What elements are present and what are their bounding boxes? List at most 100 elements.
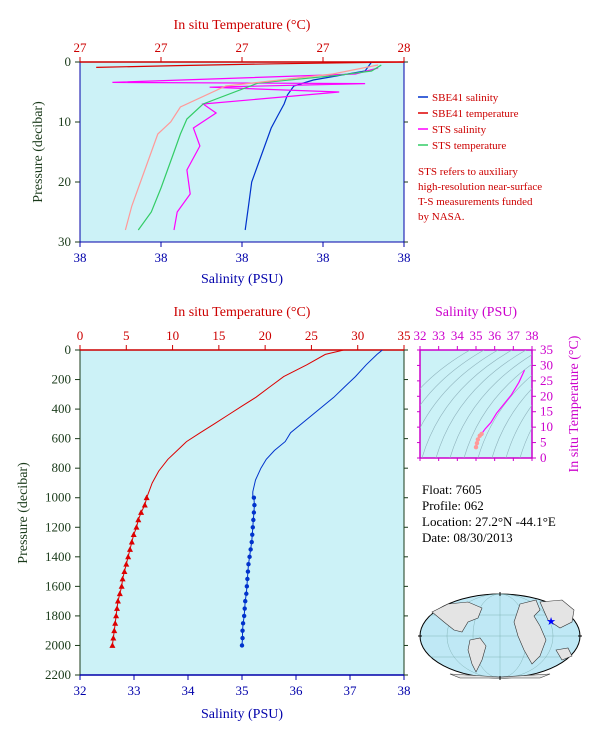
main-bottom-axis-label: Salinity (PSU) (201, 707, 283, 722)
density-contour (477, 374, 532, 458)
upper-y-tick-label: 10 (58, 114, 71, 129)
profile-number: Profile: 062 (422, 498, 484, 513)
main-y-axis-label: Pressure (decibar) (16, 462, 31, 564)
upper-y-tick-label: 0 (65, 54, 72, 69)
salinity-point (251, 510, 257, 515)
ts-top-tick-label: 34 (451, 328, 465, 343)
upper-series-0 (244, 61, 373, 231)
north-america-shape (431, 601, 483, 633)
ts-point (477, 433, 482, 438)
legend-label-sbe41-temperature: SBE41 temperature (432, 108, 519, 120)
upper-bottom-axis-label: Salinity (PSU) (201, 272, 283, 287)
main-y-tick-label: 0 (65, 342, 72, 357)
main-y-tick-label: 800 (52, 460, 72, 475)
salinity-point (250, 525, 255, 530)
density-contour (519, 427, 532, 458)
temperature-point (111, 627, 118, 634)
temperature-point (114, 605, 121, 611)
upper-top-axis-label: In situ Temperature (°C) (174, 18, 311, 33)
legend: SBE41 salinity SBE41 temperature STS sal… (418, 92, 519, 152)
density-contour (420, 350, 499, 429)
upper-series-2 (112, 67, 379, 231)
ts-top-tick-label: 38 (526, 328, 539, 343)
temperature-point (110, 634, 117, 641)
upper-top-tick-label: 27 (317, 40, 331, 55)
ts-top-tick-label: 36 (488, 328, 502, 343)
ts-right-tick-label: 35 (540, 342, 553, 357)
upper-top-tick-label: 27 (74, 40, 88, 55)
asia-shape (539, 599, 575, 629)
map-frame-ticks (418, 592, 582, 680)
salinity-point (243, 598, 248, 604)
temperature-point (118, 583, 125, 589)
upper-top-tick-label: 27 (155, 40, 169, 55)
upper-series-3 (137, 64, 382, 231)
temperature-point (128, 538, 135, 545)
ts-right-tick-label: 25 (540, 373, 553, 388)
main-top-axis-label: In situ Temperature (°C) (174, 305, 311, 320)
salinity-point (251, 495, 257, 500)
south-america-shape (467, 637, 487, 673)
antarctica-shape (449, 673, 551, 679)
upper-top-tick-label: 28 (398, 40, 411, 55)
temperature-point (141, 501, 148, 508)
salinity-point (241, 613, 247, 619)
temperature-point (125, 553, 132, 560)
salinity-point (242, 606, 247, 611)
salinity-point (244, 591, 249, 596)
main-y-tick-label: 1600 (45, 578, 71, 593)
main-bottom-tick-label: 35 (236, 683, 249, 698)
temperature-point (138, 509, 145, 515)
ts-top-axis-label: Salinity (PSU) (435, 305, 517, 320)
main-y-tick-label: 200 (52, 372, 72, 387)
temperature-point (123, 561, 130, 567)
main-top-tick-label: 5 (123, 328, 130, 343)
salinity-point (247, 554, 252, 560)
ts-point (474, 440, 480, 446)
upper-y-axis-label: Pressure (decibar) (31, 101, 46, 203)
main-top-tick-label: 35 (398, 328, 411, 343)
temperature-point (130, 531, 137, 538)
note-line-3: T-S measurements funded (418, 196, 533, 208)
salinity-point (240, 621, 246, 626)
main-bottom-tick-label: 36 (290, 683, 304, 698)
ts-right-tick-label: 30 (540, 357, 553, 372)
density-contour (420, 350, 485, 406)
upper-bottom-tick-label: 38 (155, 250, 168, 265)
salinity-point (245, 569, 251, 574)
salinity-point (246, 562, 251, 567)
salinity-point (250, 532, 255, 537)
density-contour (420, 350, 471, 390)
upper-series-1 (96, 61, 405, 68)
date: Date: 08/30/2013 (422, 530, 513, 545)
ts-top-tick-label: 33 (432, 328, 445, 343)
note-line-4: by NASA. (418, 211, 465, 223)
upper-bottom-tick-label: 38 (317, 250, 330, 265)
density-contour (463, 363, 532, 458)
temperature-point (116, 590, 123, 597)
sts-note: STS refers to auxiliary high-resolution … (418, 166, 542, 223)
temperature-point (113, 612, 120, 619)
europe-africa-shape (513, 599, 547, 665)
salinity-point (240, 635, 245, 641)
upper-top-tick-label: 27 (236, 40, 250, 55)
ts-top-tick-label: 37 (507, 328, 521, 343)
temperature-point (135, 516, 142, 523)
main-bottom-tick-label: 34 (182, 683, 196, 698)
upper-axis-ticks: 27 27 27 27 28 38 38 38 38 38 0 10 20 30 (58, 40, 411, 265)
float-position-icon: ★ (546, 616, 556, 628)
ts-point (473, 445, 479, 450)
legend-label-sts-salinity: STS salinity (432, 124, 487, 136)
main-y-tick-label: 2200 (45, 667, 71, 682)
main-top-tick-label: 0 (77, 328, 84, 343)
temperature-point (143, 494, 150, 501)
density-contour (435, 350, 527, 458)
upper-series-4 (124, 64, 379, 231)
main-plot-area (79, 349, 405, 676)
upper-y-tick-label: 20 (58, 174, 71, 189)
ts-point (475, 437, 481, 442)
main-top-tick-label: 25 (305, 328, 318, 343)
main-top-tick-label: 15 (212, 328, 225, 343)
